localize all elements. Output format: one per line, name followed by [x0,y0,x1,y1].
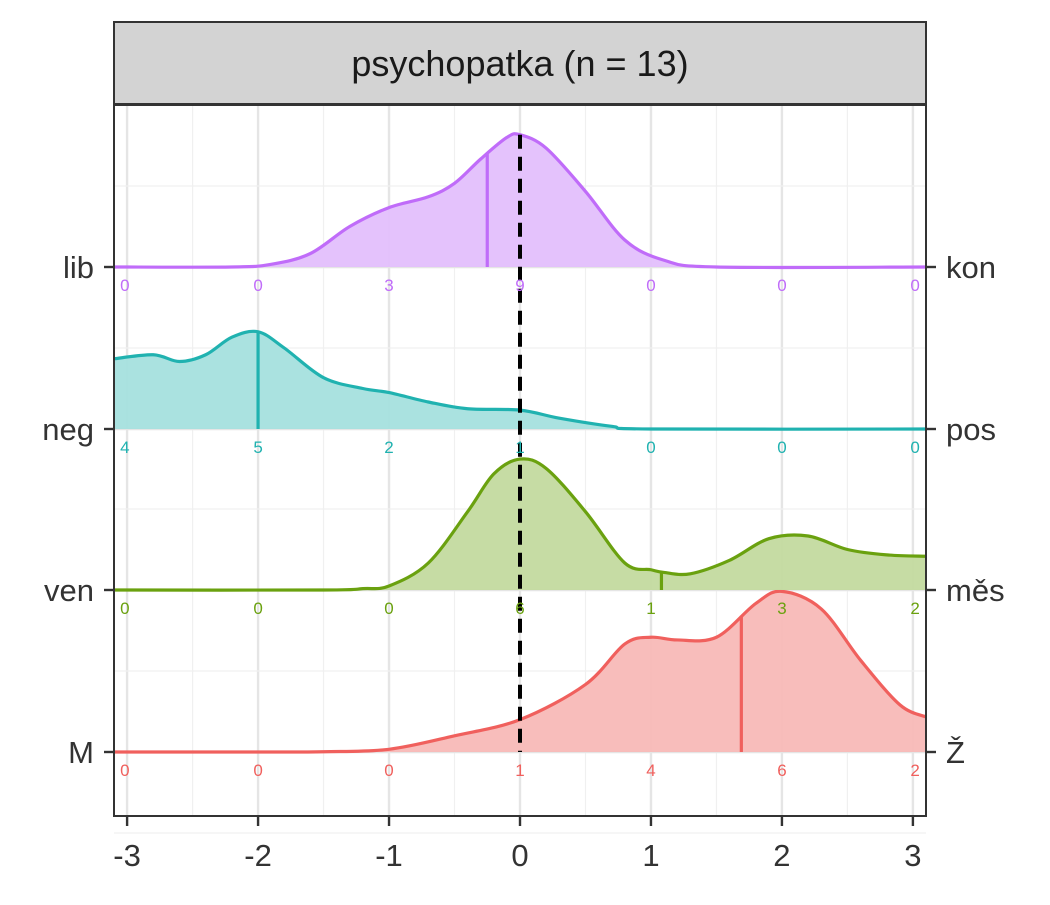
count-label: 0 [253,276,262,295]
y-label-right: měs [946,573,1005,608]
count-label: 4 [646,761,655,780]
ridge-1 [113,457,927,592]
count-label: 0 [777,276,786,295]
count-label: 0 [384,599,393,618]
ridge-area [114,458,926,591]
count-label: 0 [120,599,129,618]
y-label-right: kon [946,250,996,285]
count-label: 6 [515,599,524,618]
count-label: 0 [777,438,786,457]
ridge-area [114,133,926,268]
count-label: 0 [120,761,129,780]
ridge-line [113,457,927,592]
count-label: 2 [910,761,919,780]
count-label: 6 [777,761,786,780]
count-label: 3 [384,276,393,295]
count-label: 0 [253,761,262,780]
facet-strip-background [113,21,927,105]
count-labels: 0 0 0 1 4 6 2 0 0 0 6 1 3 2 4 5 2 1 0 0 0 0 0 3 9 0 0 0 [120,276,920,780]
facet-title: psychopatka (n = 13) [351,43,688,84]
ridges [113,132,927,754]
count-label: 0 [646,276,655,295]
y-label-left: ven [44,573,94,608]
ridge-area [114,591,926,753]
ridge-line [113,329,927,431]
count-label: 2 [910,599,919,618]
count-label: 5 [253,438,262,457]
y-label-left: lib [63,250,94,285]
count-label: 2 [384,438,393,457]
count-label: 3 [777,599,786,618]
count-label: 0 [384,761,393,780]
y-label-left: M [68,735,94,770]
ridge-line [113,589,927,754]
y-label-right: pos [946,412,996,447]
count-label: 0 [646,438,655,457]
count-label: 0 [910,276,919,295]
count-label: 0 [910,438,919,457]
count-label: 1 [515,761,524,780]
count-label: 0 [253,599,262,618]
x-tick-label: -2 [244,838,272,873]
y-label-left: neg [42,412,94,447]
count-label: 0 [120,276,129,295]
y-label-right: Ž [946,735,965,770]
x-tick-label: 2 [773,838,790,873]
x-tick-label: -3 [113,838,141,873]
x-tick-label: -1 [375,838,403,873]
x-tick-label: 0 [511,838,528,873]
facet-strip: psychopatka (n = 13) [113,21,927,105]
count-label: 4 [120,438,129,457]
ridge-3 [113,132,927,270]
ridge-area [114,331,926,430]
ridge-2 [113,329,927,431]
count-label: 1 [515,438,524,457]
x-tick-label: 1 [642,838,659,873]
x-tick-label: 3 [904,838,921,873]
x-axis: -3 -2 -1 0 1 2 3 [113,816,922,873]
ridge-0 [113,589,927,754]
count-label: 9 [515,276,524,295]
count-label: 1 [646,599,655,618]
